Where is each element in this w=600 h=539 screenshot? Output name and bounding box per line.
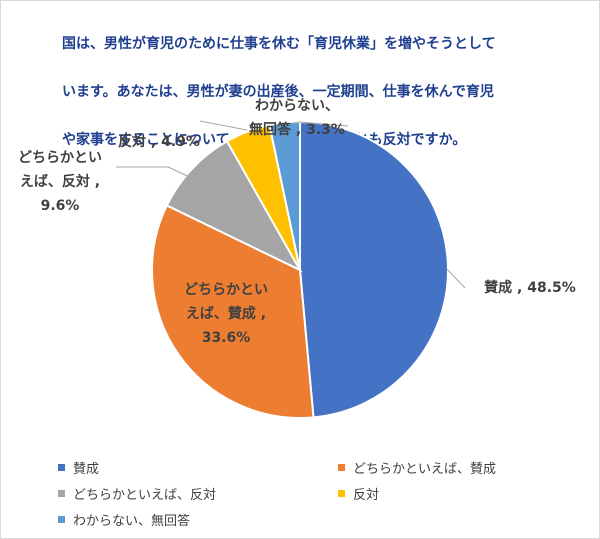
leader-line-3 xyxy=(286,121,349,127)
pie-slice-0 xyxy=(299,120,449,419)
legend-item-2: どちらかといえば、反対 xyxy=(58,482,338,504)
slice-label-line: わからない、 xyxy=(255,98,339,114)
slice-label-line: 無回答 , 3.3% xyxy=(249,121,345,138)
legend-label-0: 賛成 xyxy=(73,461,100,477)
slice-label-line: どちらかとい xyxy=(184,282,268,298)
slice-label-line: えば、反対 , xyxy=(20,173,100,190)
slice-label-line: えば、賛成 , xyxy=(186,305,266,322)
legend-swatch-4 xyxy=(58,515,65,523)
legend-swatch-0 xyxy=(58,463,65,471)
pie-slice-1 xyxy=(151,204,315,419)
legend-label-4: わからない、無回答 xyxy=(73,513,191,529)
question-line: 国は、男性が育児のために仕事を休む「育児休業」を増やそうとして xyxy=(62,36,496,52)
legend: 賛成 どちらかといえば、賛成 どちらかといえば、反対 反対 わからない、無回答 xyxy=(58,456,578,530)
slice-label-3: 反対 , 4.9% xyxy=(118,133,200,150)
legend-item-1: どちらかといえば、賛成 xyxy=(338,456,578,478)
legend-label-1: どちらかといえば、賛成 xyxy=(353,461,497,477)
slice-label-1: どちらかといえば、賛成 , 33.6% xyxy=(184,282,268,346)
legend-swatch-3 xyxy=(338,489,345,497)
question-line: います。あなたは、男性が妻の出産後、一定期間、仕事を休んで育児 xyxy=(62,84,494,100)
slice-label-4: わからない、無回答 , 3.3% xyxy=(249,98,345,138)
legend-label-2: どちらかといえば、反対 xyxy=(73,487,217,503)
slice-label-0: 賛成 , 48.5% xyxy=(484,279,576,296)
slice-label-line: 9.6% xyxy=(41,198,80,214)
leader-line-0 xyxy=(445,267,466,289)
leader-line-1 xyxy=(116,166,197,181)
legend-swatch-2 xyxy=(58,489,65,497)
pie-slice-2 xyxy=(165,139,303,273)
legend-item-4: わからない、無回答 xyxy=(58,508,338,530)
legend-swatch-1 xyxy=(338,463,345,471)
legend-label-3: 反対 xyxy=(353,487,380,503)
legend-item-0: 賛成 xyxy=(58,456,338,478)
leader-line-2 xyxy=(199,120,248,131)
slice-label-line: 33.6% xyxy=(202,330,251,346)
slice-label-2: どちらかといえば、反対 , 9.6% xyxy=(18,150,102,214)
slice-label-line: どちらかとい xyxy=(18,150,102,166)
legend-item-3: 反対 xyxy=(338,482,578,504)
slice-label-line: 反対 , 4.9% xyxy=(118,133,200,150)
slice-label-line: 賛成 , 48.5% xyxy=(484,279,576,296)
